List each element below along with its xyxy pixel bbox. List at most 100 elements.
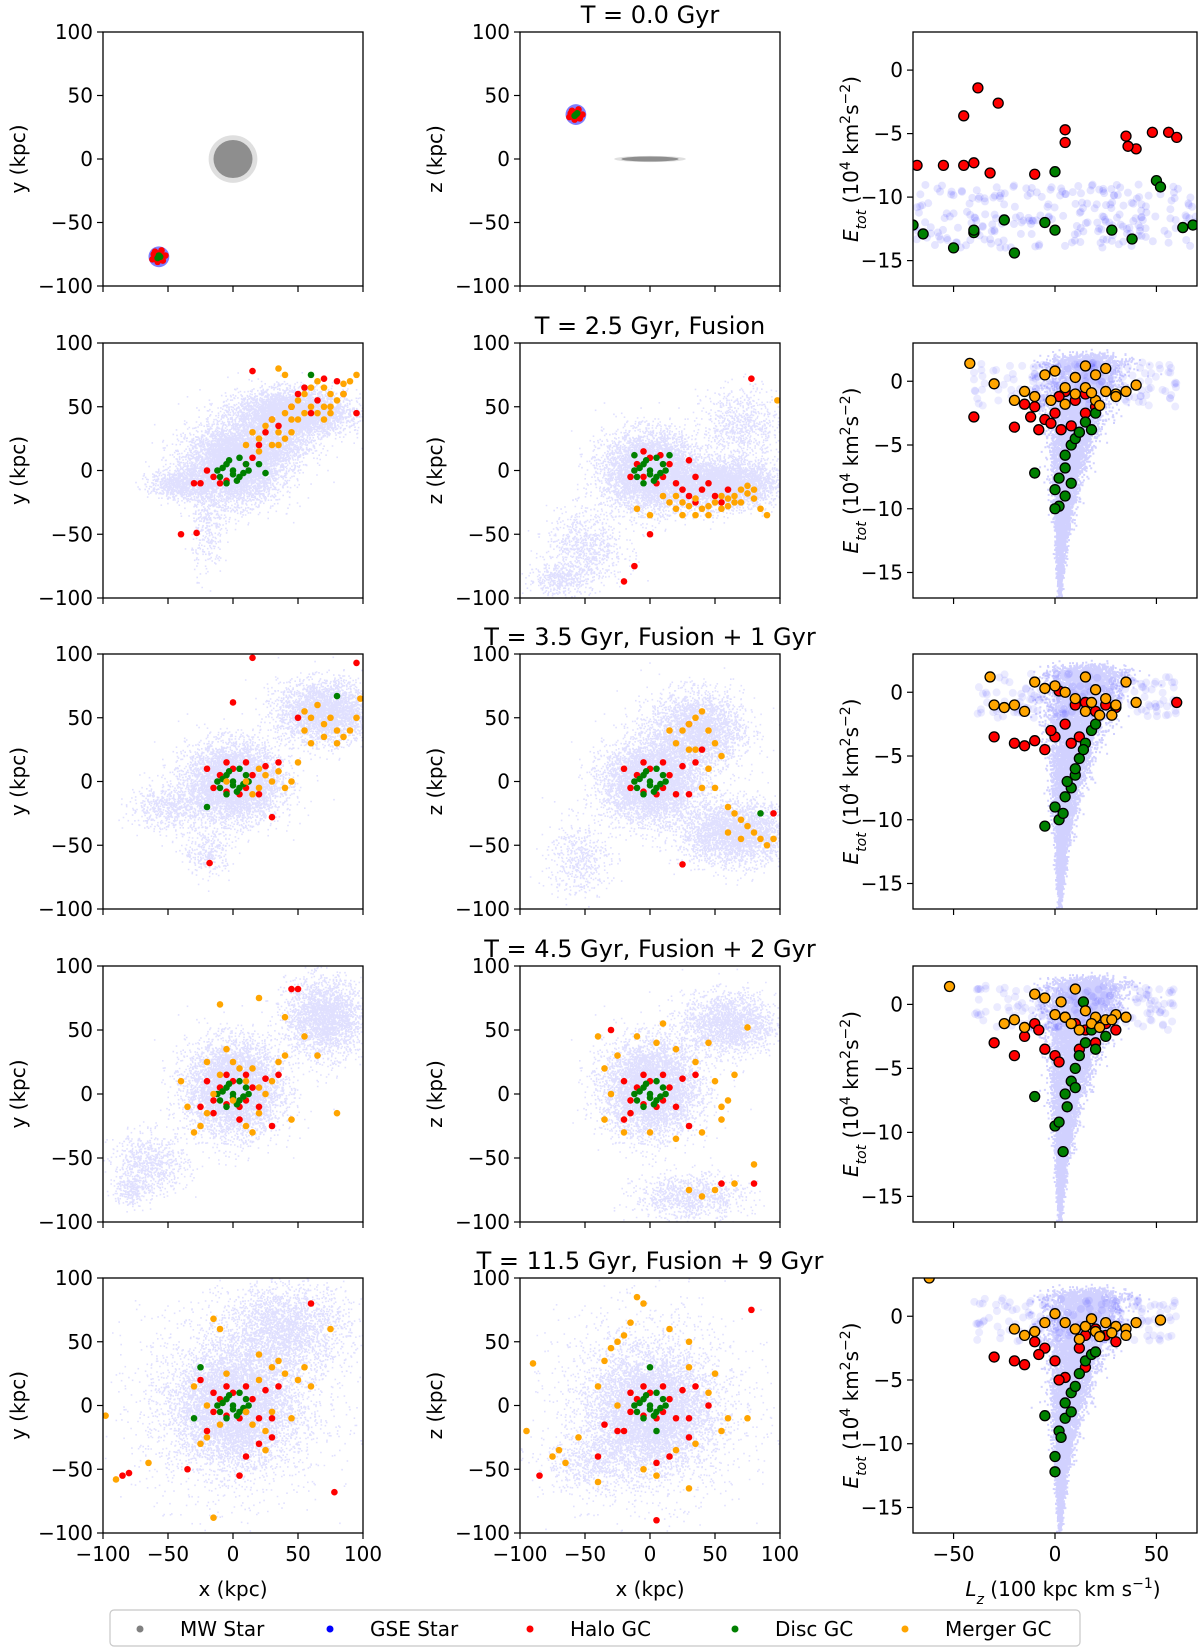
gse-star-point <box>1011 203 1019 211</box>
disc-gc-point <box>653 1428 660 1435</box>
merger-gc-point <box>1087 1314 1097 1324</box>
merger-gc-point <box>314 1052 321 1059</box>
disc-gc-point <box>918 229 928 239</box>
gse-star-point <box>1114 191 1122 199</box>
gse-star-point <box>1115 365 1123 373</box>
merger-gc-point <box>1050 681 1060 691</box>
halo-gc-point <box>249 655 256 662</box>
disc-gc-point <box>660 772 667 779</box>
gse-star-point <box>938 182 946 190</box>
merger-gc-point <box>686 1338 693 1345</box>
y-tick-label: 50 <box>68 706 93 730</box>
y-tick-label: −100 <box>455 586 510 610</box>
halo-gc-point <box>206 860 213 867</box>
disc-gc-point <box>640 480 647 487</box>
halo-gc-point <box>640 1383 647 1390</box>
halo-gc-point <box>1026 412 1036 422</box>
disc-gc-point <box>243 461 250 468</box>
y-tick-label: −50 <box>468 1457 510 1481</box>
halo-gc-point <box>938 160 948 170</box>
merger-gc-point <box>262 772 269 779</box>
merger-gc-point <box>1121 386 1131 396</box>
halo-gc-point <box>256 791 263 798</box>
gse-star-point <box>1024 192 1032 200</box>
gse-star-point <box>1071 237 1079 245</box>
merger-gc-point <box>282 410 289 417</box>
merger-gc-point <box>562 1460 569 1467</box>
merger-gc-point <box>282 1370 289 1377</box>
merger-gc-point <box>340 734 347 741</box>
gse-star-point <box>1050 378 1058 386</box>
gse-star-point <box>993 183 1001 191</box>
disc-gc-point <box>1107 225 1117 235</box>
y-tick-label: 100 <box>472 331 510 355</box>
halo-gc-point <box>1054 1057 1064 1067</box>
halo-gc-point <box>1034 1025 1044 1035</box>
plot-area <box>965 349 1181 600</box>
gse-star-point <box>970 1298 978 1306</box>
gse-star-point <box>971 387 979 395</box>
gse-star-point <box>1168 988 1176 996</box>
halo-gc-point <box>621 1078 628 1085</box>
merger-gc-point <box>731 1180 738 1187</box>
merger-gc-point <box>1080 361 1090 371</box>
merger-gc-point <box>744 823 751 830</box>
disc-gc-point <box>230 782 237 789</box>
merger-gc-point <box>217 1072 224 1079</box>
plot-area <box>924 1273 1180 1534</box>
halo-gc-point <box>673 791 680 798</box>
halo-gc-point <box>666 1453 673 1460</box>
halo-gc-point <box>673 480 680 487</box>
merger-gc-point <box>1060 399 1070 409</box>
merger-gc-point <box>275 429 282 436</box>
halo-gc-point <box>1020 1360 1030 1370</box>
halo-gc-point <box>1111 1025 1121 1035</box>
halo-gc-point <box>119 1472 126 1479</box>
merger-gc-point <box>1070 372 1080 382</box>
mw-star-cloud <box>214 140 253 178</box>
disc-gc-point <box>236 765 243 772</box>
disc-gc-point <box>1080 1038 1090 1048</box>
gse-star-point <box>987 240 995 248</box>
y-tick-label: −50 <box>468 522 510 546</box>
merger-gc-point <box>256 785 263 792</box>
y-tick-label: −5 <box>874 1368 903 1392</box>
halo-gc-point <box>614 1428 621 1435</box>
gse-star-point <box>1071 1006 1079 1014</box>
legend-label: Halo GC <box>570 1617 651 1641</box>
merger-gc-point <box>1050 366 1060 376</box>
merger-gc-point <box>269 1409 276 1416</box>
gse-star-point <box>977 366 985 374</box>
y-tick-label: −100 <box>38 586 93 610</box>
gse-star-point <box>1001 677 1009 685</box>
merger-gc-point <box>256 435 263 442</box>
halo-gc-point <box>1020 399 1030 409</box>
gse-star-point <box>1061 242 1069 250</box>
gse-star-point <box>1080 689 1088 697</box>
halo-gc-point <box>1123 141 1133 151</box>
y-axis-label: z (kpc) <box>423 1060 447 1128</box>
disc-gc-point <box>1056 1432 1066 1442</box>
merger-gc-point <box>334 397 341 404</box>
merger-gc-point <box>230 1097 237 1104</box>
gse-star-point <box>1074 182 1082 190</box>
disc-gc-point <box>634 474 641 481</box>
merger-gc-point <box>1009 1015 1019 1025</box>
halo-gc-point <box>197 480 204 487</box>
disc-gc-point <box>217 785 224 792</box>
halo-gc-point <box>679 763 686 770</box>
merger-gc-point <box>347 378 354 385</box>
y-tick-label: 100 <box>472 20 510 44</box>
halo-gc-point <box>178 531 185 538</box>
halo-gc-point <box>959 111 969 121</box>
halo-gc-point <box>1147 127 1157 137</box>
merger-gc-point <box>1101 694 1111 704</box>
merger-gc-point <box>1131 380 1141 390</box>
y-tick-label: −5 <box>874 122 903 146</box>
halo-gc-point <box>236 1116 243 1123</box>
gse-star-point <box>1057 1295 1065 1303</box>
gse-star-point <box>996 985 1004 993</box>
